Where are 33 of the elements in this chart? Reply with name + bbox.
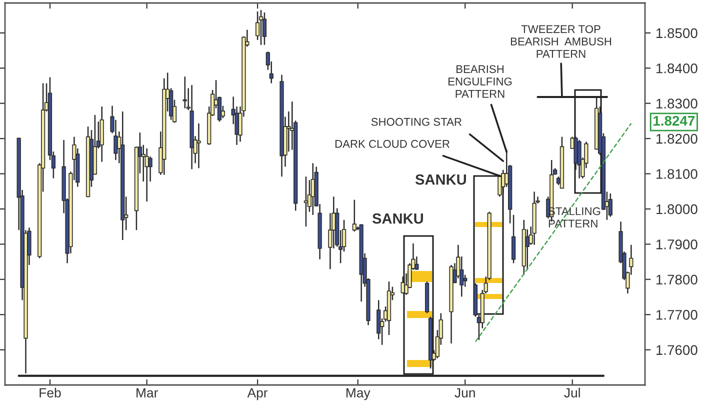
candlestick [258, 9, 264, 46]
y-tick-label: 1.8500 [656, 28, 698, 38]
candlestick [608, 192, 612, 218]
annotation: SANKU [415, 174, 466, 185]
x-tick-label: May [346, 388, 370, 400]
y-tick-label: 1.7700 [656, 310, 698, 320]
candlestick [352, 199, 356, 232]
y-tick-label: 1.8000 [656, 204, 698, 214]
candlestick [148, 156, 152, 182]
candlestick [255, 10, 260, 41]
candlestick [511, 214, 516, 264]
annotation: DARK CLOUD COVER [335, 140, 450, 148]
x-tick-label: Jul [564, 388, 580, 398]
candlestick [262, 12, 267, 46]
y-tick-label: 1.8300 [656, 98, 698, 109]
annotation: SHOOTING STAR [371, 118, 462, 126]
annotation: BEARISH ENGULFING PATTERN [448, 65, 512, 98]
y-tick-label: 1.7900 [656, 240, 698, 250]
y-tick-label: 1.8100 [656, 169, 698, 179]
annotation: SANKU [372, 213, 423, 224]
y-tick-label: 1.8200 [656, 134, 698, 144]
y-tick-label: 1.8400 [656, 63, 698, 74]
x-tick-label: Feb [40, 388, 61, 398]
candlestick [196, 122, 201, 169]
x-tick-label: Apr [247, 388, 268, 400]
candlestick [182, 76, 187, 109]
annotation: TWEEZER TOP BEARISH AMBUSH PATTERN [510, 25, 612, 58]
y-tick-label: 1.7600 [656, 345, 698, 355]
annotation: 1.8247 [654, 116, 695, 126]
y-tick-label: 1.7800 [656, 274, 698, 285]
x-tick-label: Mar [136, 388, 158, 398]
x-tick-label: Jun [454, 388, 475, 398]
candlestick [577, 139, 582, 179]
